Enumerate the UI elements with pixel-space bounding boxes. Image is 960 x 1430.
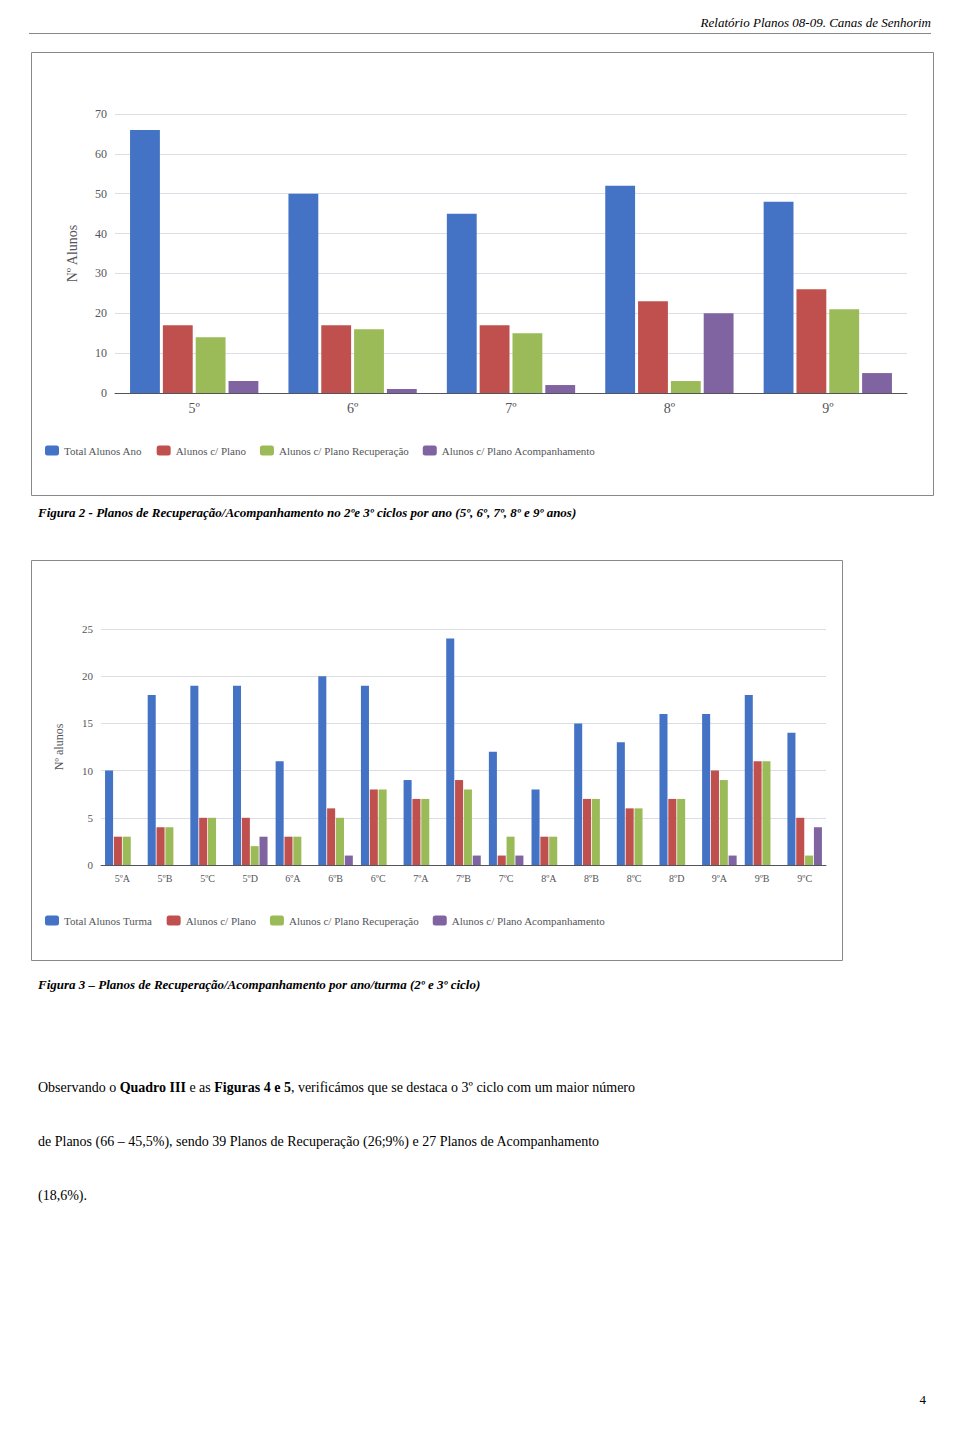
svg-text:10: 10 [82,765,94,777]
svg-text:4: 4 [920,1392,927,1407]
svg-text:9º: 9º [822,401,834,416]
svg-text:10: 10 [95,346,107,360]
svg-text:5ºB: 5ºB [158,873,173,884]
svg-text:8ºA: 8ºA [541,873,557,884]
svg-text:, verificámos que se destaca o: , verificámos que se destaca o 3º ciclo … [291,1080,635,1095]
svg-text:9ºC: 9ºC [797,873,812,884]
svg-text:0: 0 [101,386,107,400]
svg-text:Figura 3 – Planos de Recuperaç: Figura 3 – Planos de Recuperação/Acompan… [37,977,480,992]
svg-text:Alunos c/ Plano: Alunos c/ Plano [186,915,257,927]
svg-text:Nº Alunos: Nº Alunos [65,225,80,283]
svg-text:30: 30 [95,266,107,280]
svg-text:Quadro III: Quadro III [120,1080,186,1095]
svg-text:6ºB: 6ºB [328,873,343,884]
svg-text:20: 20 [82,670,94,682]
svg-text:Figuras 4 e 5: Figuras 4 e 5 [214,1080,291,1095]
svg-text:15: 15 [82,717,94,729]
svg-text:9ºB: 9ºB [755,873,770,884]
svg-text:6ºC: 6ºC [371,873,386,884]
svg-text:7ºA: 7ºA [413,873,429,884]
svg-text:Observando o: Observando o [38,1080,120,1095]
svg-text:8ºC: 8ºC [627,873,642,884]
svg-text:Alunos c/ Plano Recuperação: Alunos c/ Plano Recuperação [279,445,409,457]
svg-text:60: 60 [95,147,107,161]
svg-text:Alunos c/ Plano Acompanhamento: Alunos c/ Plano Acompanhamento [442,445,596,457]
svg-text:7º: 7º [505,401,517,416]
svg-text:40: 40 [95,227,107,241]
svg-text:50: 50 [95,187,107,201]
svg-text:Total Alunos Turma: Total Alunos Turma [64,915,152,927]
svg-text:de Planos (66 – 45,5%), sendo: de Planos (66 – 45,5%), sendo 39 Planos … [38,1134,599,1150]
svg-text:Relatório Planos 08-09. Canas: Relatório Planos 08-09. Canas de Senhori… [700,15,931,30]
svg-text:25: 25 [82,623,94,635]
svg-text:20: 20 [95,306,107,320]
svg-text:6ºA: 6ºA [285,873,301,884]
svg-text:Alunos c/ Plano Acompanhamento: Alunos c/ Plano Acompanhamento [452,915,606,927]
svg-text:Nº alunos: Nº alunos [52,723,66,770]
svg-text:5ºD: 5ºD [243,873,258,884]
svg-text:0: 0 [88,859,94,871]
svg-text:Total Alunos Ano: Total Alunos Ano [64,445,142,457]
svg-text:5: 5 [88,812,94,824]
svg-text:5º: 5º [189,401,201,416]
svg-text:Figura 2 - Planos de Recuperaç: Figura 2 - Planos de Recuperação/Acompan… [37,505,576,520]
svg-text:e as: e as [186,1080,214,1095]
svg-text:8º: 8º [664,401,676,416]
svg-text:Alunos c/ Plano Recuperação: Alunos c/ Plano Recuperação [289,915,419,927]
svg-text:5ºA: 5ºA [115,873,131,884]
svg-text:5ºC: 5ºC [200,873,215,884]
svg-text:Alunos c/ Plano: Alunos c/ Plano [176,445,247,457]
svg-text:7ºC: 7ºC [499,873,514,884]
svg-text:8ºB: 8ºB [584,873,599,884]
svg-text:9ºA: 9ºA [712,873,728,884]
svg-text:(18,6%).: (18,6%). [38,1188,87,1204]
svg-text:7ºB: 7ºB [456,873,471,884]
svg-text:6º: 6º [347,401,359,416]
svg-text:70: 70 [95,107,107,121]
svg-text:8ºD: 8ºD [669,873,684,884]
